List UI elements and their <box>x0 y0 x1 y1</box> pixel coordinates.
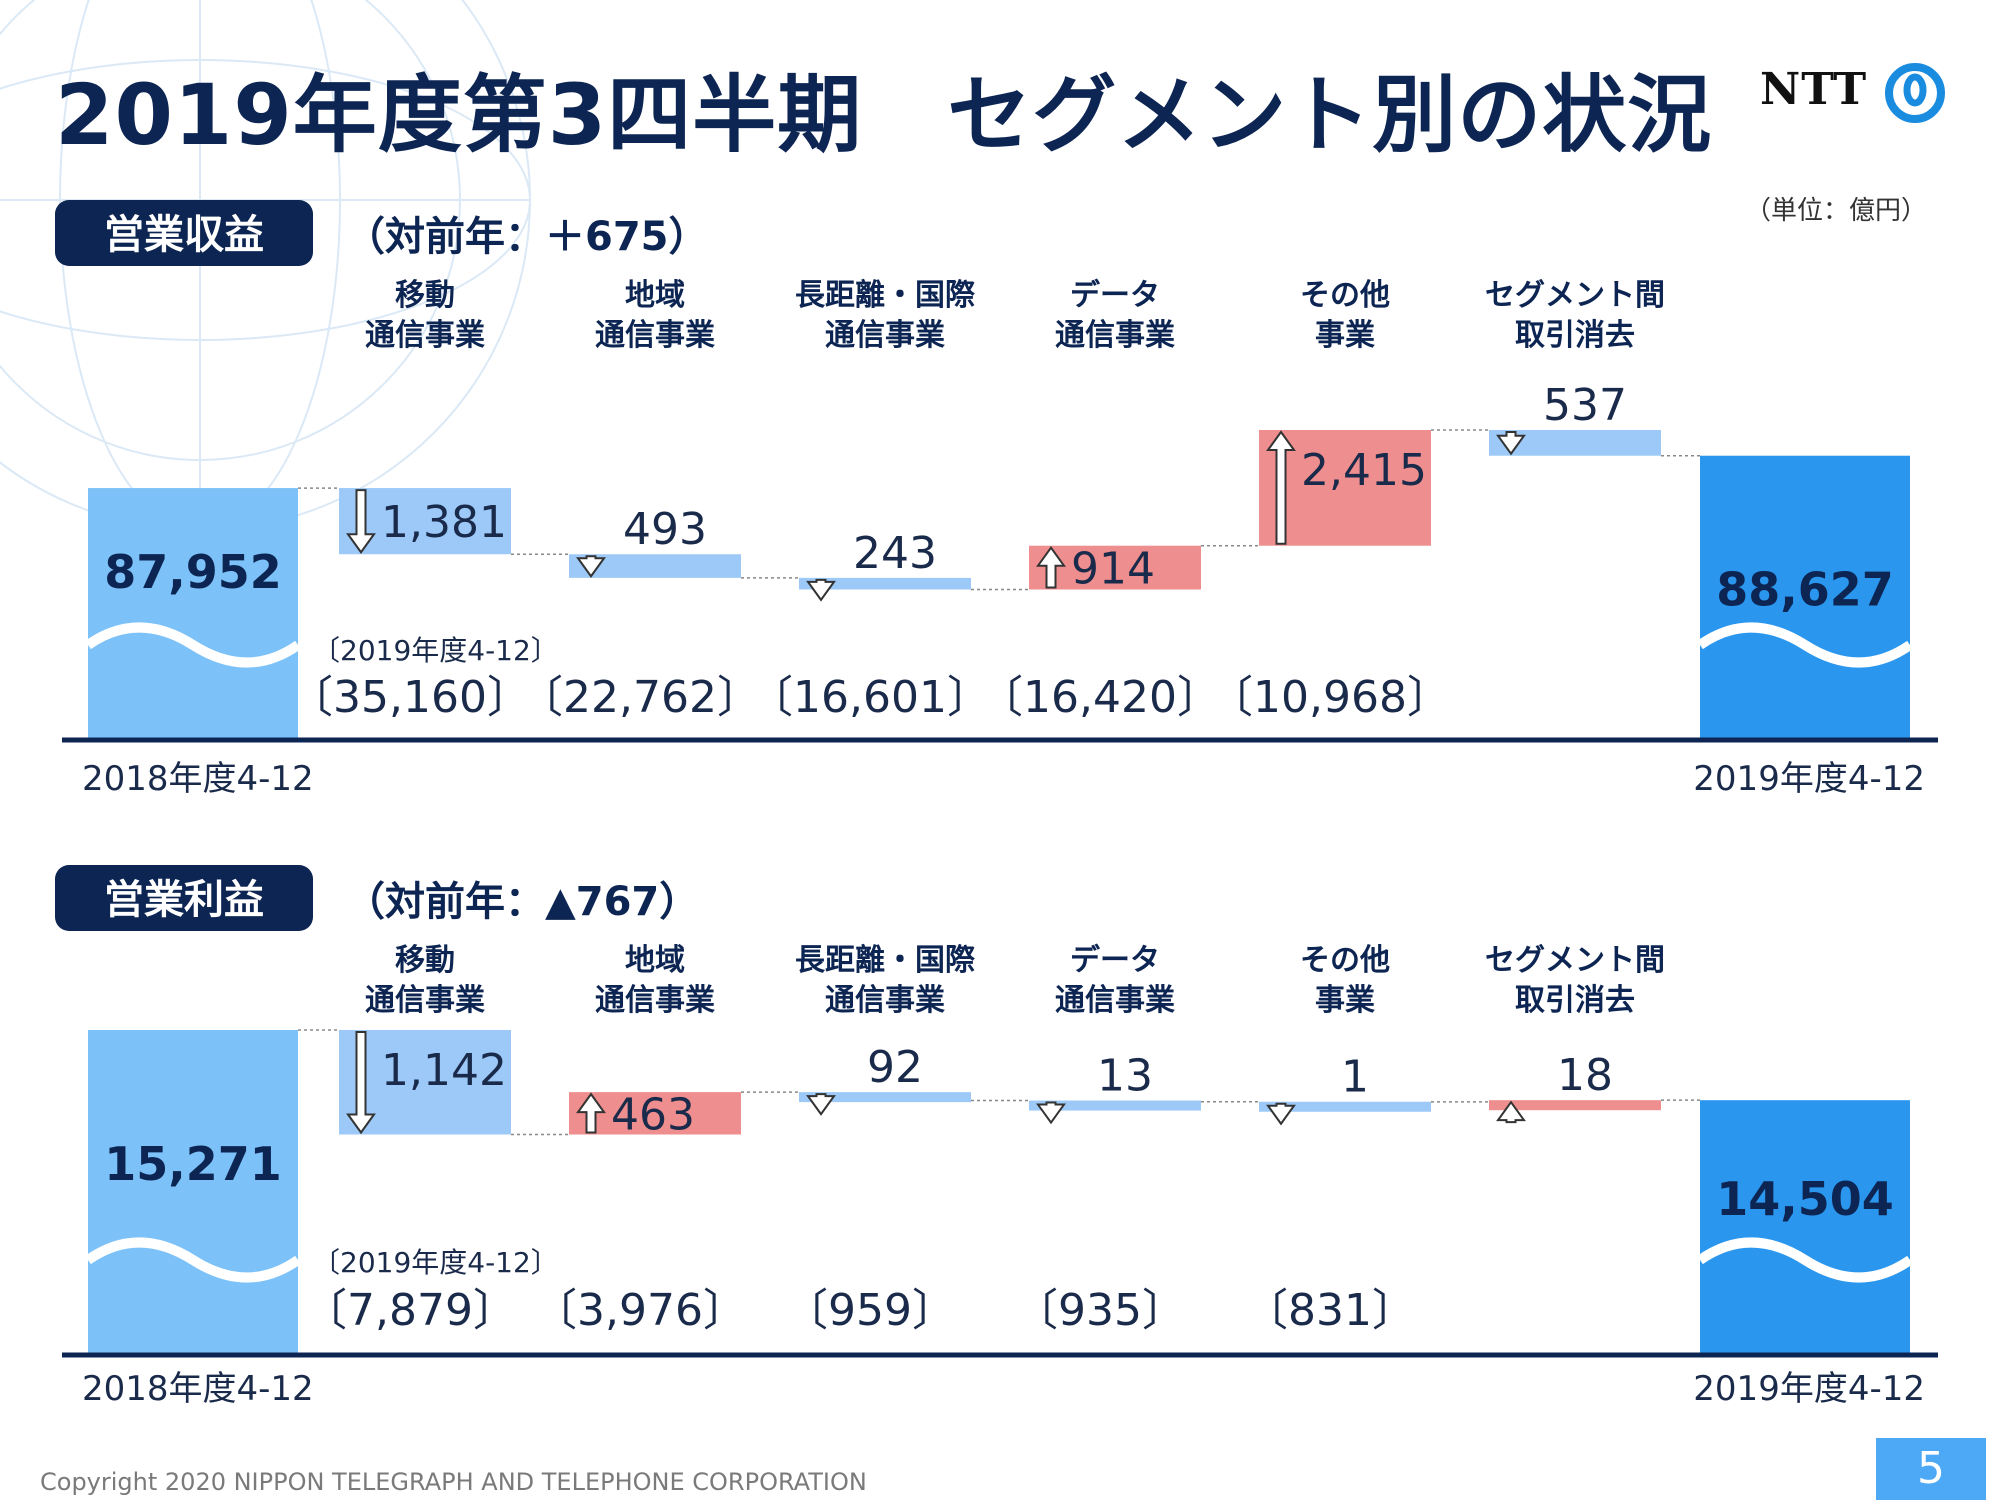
category-label: 通信事業 <box>365 983 485 1018</box>
segment-total-label: 〔16,601〕 <box>749 672 991 723</box>
segment-total-label: 〔10,968〕 <box>1209 672 1451 723</box>
down-arrow-icon <box>346 489 376 554</box>
category-label: 通信事業 <box>825 318 945 353</box>
down-arrow-icon <box>1496 431 1526 456</box>
up-arrow-icon <box>1496 1100 1526 1124</box>
category-label: セグメント間 <box>1485 278 1665 313</box>
ntt-logo-icon <box>1885 63 1945 123</box>
segment-value-label: 1 <box>1341 1052 1369 1103</box>
start-period-label: 2018年度4-12 <box>82 759 314 799</box>
segment-value-label: 1,381 <box>381 497 507 548</box>
segment-value-label: 18 <box>1557 1050 1613 1101</box>
end-period-label: 2019年度4-12 <box>1693 1369 1925 1409</box>
category-label: 通信事業 <box>825 983 945 1018</box>
down-arrow-icon <box>806 1093 836 1116</box>
segment-total-label: 〔7,879〕 <box>303 1285 517 1336</box>
category-label: 長距離・国際 <box>795 943 975 978</box>
segment-bar <box>799 577 971 590</box>
down-arrow-icon <box>576 555 606 578</box>
ntt-logo: NTT <box>1760 60 1950 130</box>
unit-label: （単位：億円） <box>1745 196 1928 226</box>
logo-text: NTT <box>1760 64 1868 115</box>
category-label: 取引消去 <box>1515 983 1635 1018</box>
segment-total-label: 〔16,420〕 <box>979 672 1221 723</box>
end-value-label: 88,627 <box>1716 563 1894 617</box>
category-label: 地域 <box>625 278 685 313</box>
down-arrow-icon <box>346 1031 376 1135</box>
segment-value-label: 92 <box>867 1042 923 1093</box>
segment-total-label: 〔22,762〕 <box>519 672 761 723</box>
up-arrow-icon <box>1266 430 1296 545</box>
category-label: データ <box>1070 943 1160 978</box>
category-label: 事業 <box>1315 983 1375 1018</box>
segment-value-label: 493 <box>623 504 707 555</box>
segment-value-label: 13 <box>1097 1051 1153 1102</box>
down-arrow-icon <box>806 578 836 602</box>
category-label: 通信事業 <box>1055 983 1175 1018</box>
start-bar <box>88 1030 298 1355</box>
end-period-label: 2019年度4-12 <box>1693 759 1925 799</box>
segment-value-label: 537 <box>1543 380 1627 431</box>
category-label: 長距離・国際 <box>795 278 975 313</box>
period-note: 〔2019年度4-12〕 <box>312 1246 559 1279</box>
category-label: 通信事業 <box>595 318 715 353</box>
copyright-text: Copyright 2020 NIPPON TELEGRAPH AND TELE… <box>40 1468 867 1496</box>
segment-value-label: 1,142 <box>381 1045 507 1096</box>
end-bar <box>1700 1100 1910 1355</box>
segment-value-label: 243 <box>853 528 937 579</box>
segment-bar <box>1489 1100 1661 1111</box>
segment-total-label: 〔959〕 <box>784 1285 956 1336</box>
category-label: 事業 <box>1315 318 1375 353</box>
category-label: 移動 <box>395 278 455 313</box>
category-label: 移動 <box>395 943 455 978</box>
period-note: 〔2019年度4-12〕 <box>312 634 559 667</box>
segment-total-label: 〔831〕 <box>1244 1285 1416 1336</box>
segment-bar <box>569 1092 741 1135</box>
page-number: 5 <box>1876 1438 1986 1500</box>
section-label: 営業利益 <box>104 877 264 923</box>
segment-value-label: 2,415 <box>1301 445 1427 496</box>
up-arrow-icon <box>576 1092 606 1134</box>
segment-bar <box>1259 1101 1431 1112</box>
end-value-label: 14,504 <box>1716 1172 1894 1226</box>
category-label: データ <box>1070 278 1160 313</box>
segment-total-label: 〔3,976〕 <box>533 1285 747 1336</box>
start-bar <box>88 488 298 740</box>
start-bar-wave <box>85 1237 301 1283</box>
segment-bar <box>799 1092 971 1103</box>
category-label: その他 <box>1300 278 1390 313</box>
category-label: 通信事業 <box>1055 318 1175 353</box>
start-value-label: 87,952 <box>104 545 282 599</box>
yoy-change-label: （対前年：▲767） <box>345 879 699 925</box>
segment-value-label: 914 <box>1071 544 1155 595</box>
category-label: 通信事業 <box>595 983 715 1018</box>
end-bar-wave <box>1697 622 1913 668</box>
segment-bar <box>1029 1100 1201 1111</box>
category-label: 通信事業 <box>365 318 485 353</box>
down-arrow-icon <box>1266 1102 1296 1126</box>
yoy-change-label: （対前年：＋675） <box>345 214 709 260</box>
page-title: 2019年度第3四半期 セグメント別の状況 <box>55 66 1713 164</box>
section-label-pill <box>55 865 313 931</box>
segment-value-label: 463 <box>611 1089 695 1140</box>
segment-total-label: 〔35,160〕 <box>289 672 531 723</box>
segment-bar <box>569 554 741 578</box>
start-bar-wave <box>85 622 301 668</box>
up-arrow-icon <box>1036 546 1066 589</box>
end-bar-wave <box>1697 1237 1913 1283</box>
category-label: 地域 <box>625 943 685 978</box>
section-label-pill <box>55 200 313 266</box>
category-label: セグメント間 <box>1485 943 1665 978</box>
category-label: 取引消去 <box>1515 318 1635 353</box>
section-label: 営業収益 <box>104 212 264 258</box>
down-arrow-icon <box>1036 1101 1066 1125</box>
category-label: その他 <box>1300 943 1390 978</box>
segment-bar <box>1029 545 1201 590</box>
end-bar <box>1700 455 1910 740</box>
segment-total-label: 〔935〕 <box>1014 1285 1186 1336</box>
start-value-label: 15,271 <box>104 1137 282 1191</box>
start-period-label: 2018年度4-12 <box>82 1369 314 1409</box>
